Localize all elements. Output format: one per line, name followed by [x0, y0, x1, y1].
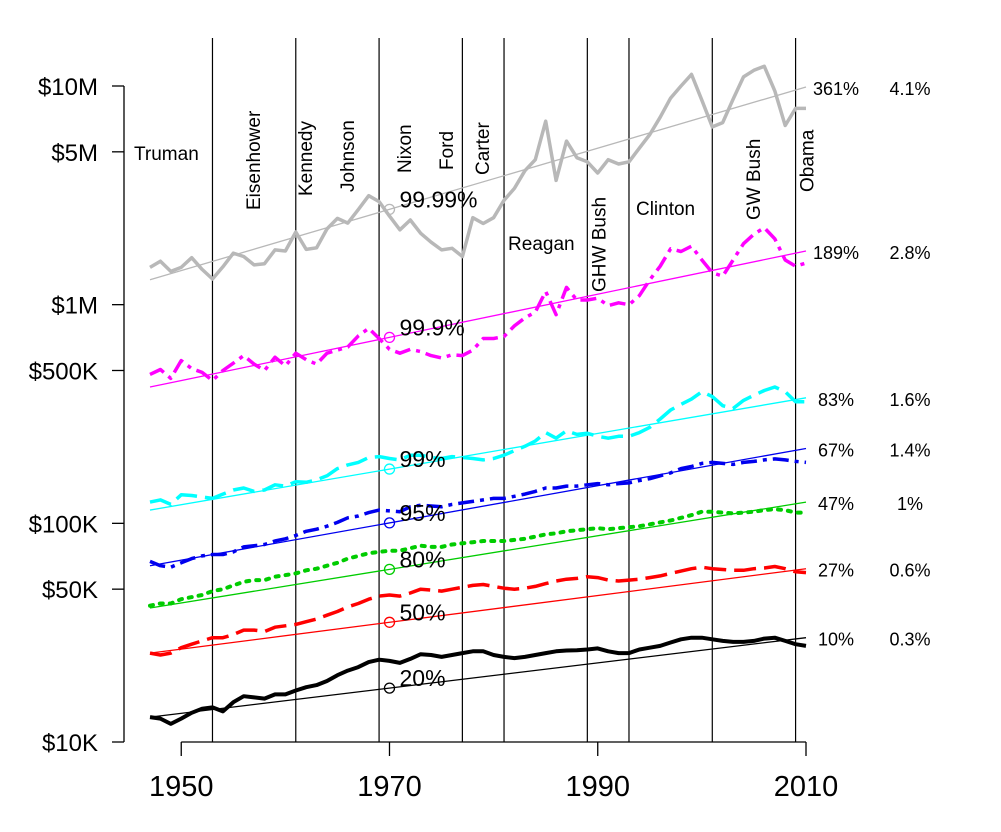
annual-growth-99pct: 1.6%	[889, 390, 930, 410]
series-labels-layer: 99.99% 99.9% 99% 95% 80% 50% 20%	[383, 186, 478, 694]
y-tick-label: $100K	[29, 511, 98, 538]
president-label-eisenhower: Eisenhower	[244, 110, 265, 210]
series-line-99pct	[149, 385, 806, 507]
x-tick-label: 1990	[565, 771, 630, 803]
y-tick-label: $10K	[42, 730, 98, 757]
total-change-20pct: 10%	[818, 630, 854, 650]
marker-80pct	[383, 563, 396, 576]
president-label-clinton: Clinton	[636, 199, 695, 220]
total-change-99-99pct: 361%	[813, 79, 859, 99]
president-label-gw-bush: GW Bush	[744, 139, 765, 220]
marker-99-99pct	[383, 203, 396, 216]
annual-growth-20pct: 0.3%	[889, 630, 930, 650]
series-label-20pct: 20%	[399, 665, 445, 691]
marker-50pct	[383, 616, 396, 628]
marker-95pct	[383, 517, 396, 529]
y-tick-label: $50K	[42, 577, 98, 604]
y-tick-label: $5M	[51, 140, 98, 167]
annual-growth-99-9pct: 2.8%	[889, 243, 930, 263]
president-label-kennedy: Kennedy	[296, 120, 317, 196]
trend-line-99-99pct	[149, 86, 807, 281]
trend-line-99-9pct	[149, 250, 807, 388]
trend-line-50pct	[149, 568, 807, 654]
total-change-95pct: 67%	[818, 440, 854, 460]
series-lines-layer	[148, 64, 808, 726]
trend-line-20pct	[149, 637, 807, 718]
series-label-99pct: 99%	[399, 446, 445, 472]
trend-line-80pct	[149, 501, 807, 609]
y-tick-label: $1M	[51, 293, 98, 320]
series-line-20pct	[149, 635, 807, 726]
total-change-80pct: 47%	[818, 494, 854, 514]
x-tick-label: 1950	[149, 771, 214, 803]
axes-layer: $10K $50K $100K $500K $1M $5M $10M 1950 1970 1990…	[29, 74, 839, 803]
annual-growth-95pct: 1.4%	[889, 440, 930, 460]
president-label-reagan: Reagan	[508, 234, 575, 255]
series-line-80pct	[148, 507, 808, 608]
series-label-99-99pct: 99.99%	[399, 186, 477, 212]
y-tick-label: $10M	[38, 74, 98, 101]
y-tick-label: $500K	[29, 358, 98, 385]
president-label-carter: Carter	[473, 122, 494, 175]
series-label-80pct: 80%	[399, 546, 445, 572]
annual-growth-50pct: 0.6%	[889, 561, 930, 581]
trend-line-99pct	[149, 397, 807, 511]
series-label-95pct: 95%	[399, 500, 445, 526]
marker-20pct	[383, 682, 396, 694]
president-label-ghw-bush: GHW Bush	[589, 197, 610, 292]
marker-99-9pct	[383, 331, 396, 344]
total-change-50pct: 27%	[818, 561, 854, 581]
president-label-johnson: Johnson	[338, 120, 359, 192]
president-label-truman: Truman	[134, 144, 199, 165]
series-line-99-9pct	[149, 225, 807, 383]
total-change-99pct: 83%	[818, 390, 854, 410]
annual-growth-80pct: 1%	[897, 494, 923, 514]
series-label-50pct: 50%	[399, 599, 445, 625]
x-tick-label: 1970	[357, 771, 422, 803]
total-change-99-9pct: 189%	[813, 243, 859, 263]
annual-growth-99-99pct: 4.1%	[889, 79, 930, 99]
trend-line-95pct	[149, 447, 807, 567]
president-label-nixon: Nixon	[395, 124, 416, 173]
president-label-ford: Ford	[437, 131, 458, 170]
x-tick-label: 2010	[774, 771, 839, 803]
series-line-99-99pct	[149, 64, 806, 281]
series-line-50pct	[149, 564, 807, 657]
presidential-terms-layer: Truman Eisenhower Kennedy Johnson Nixon Ford C…	[134, 38, 819, 742]
growth-annotations-layer: 361% 4.1% 189% 2.8% 83% 1.6% 67% 1.4% 47% 1% 27% 0.…	[813, 79, 931, 650]
marker-99pct	[383, 463, 396, 475]
series-label-99-9pct: 99.9%	[399, 314, 464, 340]
president-label-obama: Obama	[798, 129, 819, 192]
trend-lines-layer	[149, 86, 807, 718]
